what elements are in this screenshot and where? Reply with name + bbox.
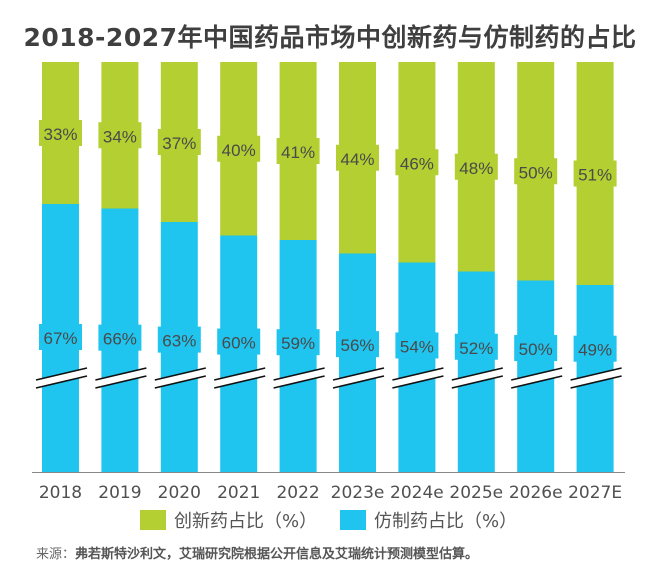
x-tick-label: 2019	[98, 483, 141, 503]
legend-swatch-innovative	[140, 510, 166, 530]
data-label-innovative: 41%	[281, 143, 315, 162]
axis-break-line	[392, 367, 444, 381]
axis-break-gap	[333, 368, 384, 388]
axis-break-line	[273, 367, 325, 381]
axis-break-line	[95, 375, 147, 389]
data-label-innovative: 51%	[578, 166, 612, 185]
data-label-bg-generic	[217, 328, 261, 355]
axis-break-line	[332, 375, 385, 389]
axis-break-line	[451, 367, 503, 381]
axis-break-line	[214, 375, 266, 389]
axis-break-line	[273, 375, 325, 389]
axis-break-line	[95, 367, 147, 381]
axis-break-line	[392, 375, 444, 389]
data-label-generic: 50%	[519, 340, 553, 359]
data-label-innovative: 37%	[162, 134, 196, 153]
x-tick-label: 2022	[276, 483, 319, 503]
data-label-bg-innovative	[336, 144, 379, 171]
data-label-bg-innovative	[514, 158, 558, 185]
x-tick-label: 2025e	[449, 483, 503, 503]
data-label-bg-innovative	[395, 149, 439, 176]
legend-label-generic: 仿制药占比（%）	[374, 511, 518, 532]
axis-break-line	[35, 367, 88, 381]
data-label-bg-generic	[336, 331, 379, 358]
data-label-bg-generic	[157, 326, 201, 353]
data-label-innovative: 40%	[222, 141, 256, 160]
data-label-generic: 63%	[162, 332, 196, 351]
data-label-bg-generic	[98, 324, 142, 351]
data-label-innovative: 34%	[103, 127, 137, 146]
data-label-innovative: 46%	[400, 154, 434, 173]
axis-break-gap	[273, 368, 325, 388]
axis-break-gap	[451, 368, 503, 388]
data-label-generic: 56%	[340, 336, 374, 355]
bar-generic	[339, 253, 376, 472]
axis-break-gap	[154, 368, 206, 388]
axis-break-line	[511, 367, 563, 381]
x-tick-label: 2021	[217, 483, 260, 503]
data-label-innovative: 50%	[519, 163, 553, 182]
data-label-bg-innovative	[573, 160, 617, 187]
axis-break-line	[570, 375, 622, 389]
axis-break-line	[35, 375, 88, 389]
axis-break-line	[332, 367, 385, 381]
axis-break-line	[154, 367, 206, 381]
legend-label-innovative: 创新药占比（%）	[174, 511, 318, 532]
data-label-innovative: 33%	[43, 125, 77, 144]
axis-break-gap	[392, 368, 444, 388]
data-label-generic: 67%	[43, 329, 77, 348]
data-label-generic: 60%	[222, 334, 256, 353]
data-label-bg-generic	[276, 329, 320, 356]
axis-break-gap	[570, 368, 622, 388]
legend-item-innovative: 创新药占比（%）	[140, 507, 317, 533]
data-label-generic: 49%	[578, 341, 612, 360]
axis-break-line	[570, 367, 622, 381]
data-label-bg-innovative	[98, 122, 142, 149]
data-label-bg-generic	[573, 335, 617, 362]
axis-break-gap	[214, 368, 266, 388]
axis-break-gap	[511, 368, 563, 388]
data-label-innovative: 44%	[340, 150, 374, 169]
data-label-bg-generic	[454, 333, 498, 360]
x-tick-label: 2023e	[331, 483, 385, 503]
axis-break-line	[214, 367, 266, 381]
data-label-bg-innovative	[276, 138, 320, 164]
x-tick-label: 2018	[39, 483, 82, 503]
data-label-bg-innovative	[454, 153, 498, 180]
data-label-bg-generic	[39, 324, 82, 350]
source-label: 来源：	[36, 547, 76, 562]
axis-break-gap	[36, 368, 87, 388]
data-label-bg-generic	[395, 332, 439, 359]
data-label-bg-generic	[514, 335, 558, 362]
axis-break-gap	[95, 368, 147, 388]
data-label-bg-innovative	[39, 120, 82, 146]
data-label-generic: 54%	[400, 337, 434, 356]
chart-title: 2018-2027年中国药品市场中创新药与仿制药的占比	[23, 23, 637, 52]
x-tick-label: 2024e	[390, 483, 444, 503]
axis-break-line	[451, 375, 503, 389]
data-label-bg-innovative	[217, 135, 261, 162]
data-label-generic: 59%	[281, 334, 315, 353]
data-label-generic: 66%	[103, 330, 137, 349]
axis-break-line	[511, 375, 563, 389]
axis-break-line	[154, 375, 206, 389]
x-tick-label: 2027E	[568, 483, 622, 503]
source-text: 弗若斯特沙利文，艾瑞研究院根据公开信息及艾瑞统计预测模型估算。	[75, 547, 479, 562]
data-label-innovative: 48%	[459, 159, 493, 178]
x-tick-label: 2026e	[509, 483, 563, 503]
bar-generic	[279, 240, 317, 472]
x-tick-label: 2020	[158, 483, 201, 503]
source-note: 来源：弗若斯特沙利文，艾瑞研究院根据公开信息及艾瑞统计预测模型估算。	[36, 543, 478, 562]
legend-item-generic: 仿制药占比（%）	[340, 507, 517, 533]
legend-swatch-generic	[340, 510, 366, 530]
data-label-generic: 52%	[459, 339, 493, 358]
bar-generic	[398, 262, 436, 472]
data-label-bg-innovative	[157, 129, 201, 155]
